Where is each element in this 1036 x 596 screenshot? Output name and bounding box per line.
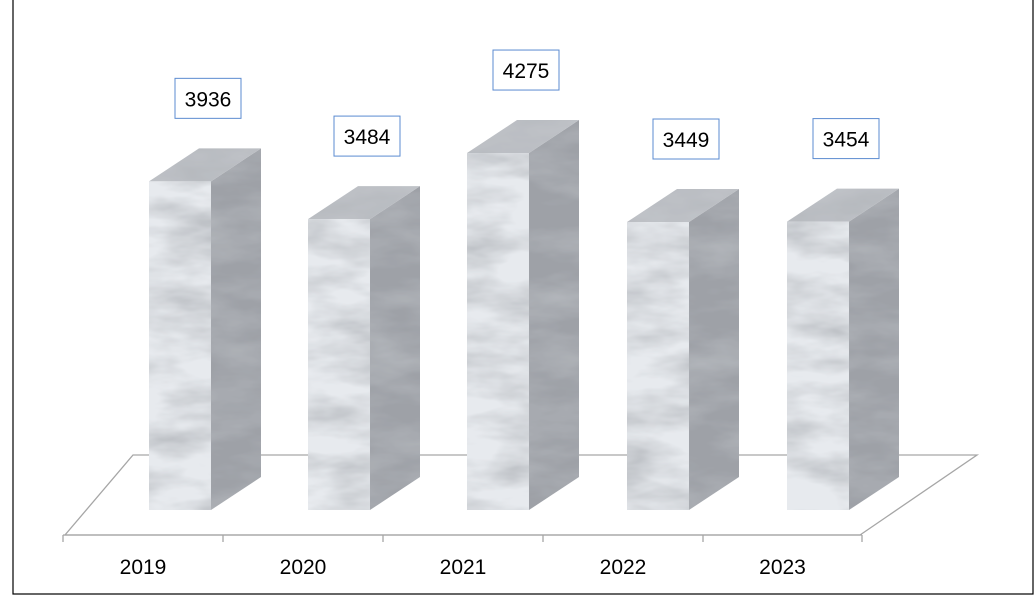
data-label-box [652,118,720,160]
bar-2021 [467,120,579,510]
data-label-group: 3936 3484 4275 3449 3454 [174,49,880,160]
bar-front-face [149,181,211,510]
bar-2019 [149,148,261,510]
bar-front-face [467,153,529,510]
bar-top-face [627,189,739,223]
data-label: 3454 [812,118,880,160]
data-label: 3449 [652,118,720,160]
bar-top-face [467,120,579,154]
data-label: 3484 [333,115,401,157]
x-axis: 2019 2020 2021 2022 2023 [62,534,863,579]
x-tick-label: 2022 [600,556,647,579]
bar-top-face [149,148,261,182]
bar-front-face [627,222,689,511]
bar-2020 [308,186,420,510]
bar-side-face [370,186,420,510]
bar-2023 [787,188,899,510]
x-tick-label: 2019 [120,556,167,579]
bar-front-face [308,219,370,510]
x-tick-label: 2021 [440,556,487,579]
data-label-value: 3484 [344,126,391,149]
x-tick-label: 2020 [280,556,327,579]
data-label-value: 4275 [503,60,550,83]
bar-front-face [787,221,849,510]
bar-series [149,120,899,511]
data-label-box [333,115,401,157]
bar-side-face [849,188,899,510]
data-label-value: 3449 [663,129,710,152]
data-label-box [492,49,560,91]
x-tick-label: 2023 [759,556,806,579]
data-label-box [812,118,880,160]
bar-side-face [529,120,579,510]
bar-side-face [211,148,261,510]
bar-top-face [308,186,420,220]
bar-top-face [787,188,899,222]
data-label-value: 3936 [185,88,232,111]
data-label: 3936 [174,77,242,119]
bar-side-face [689,189,739,511]
chart-frame-border [12,0,1034,595]
bar-2022 [627,189,739,511]
data-label-value: 3454 [823,129,870,152]
data-label: 4275 [492,49,560,91]
data-label-box [174,77,242,119]
